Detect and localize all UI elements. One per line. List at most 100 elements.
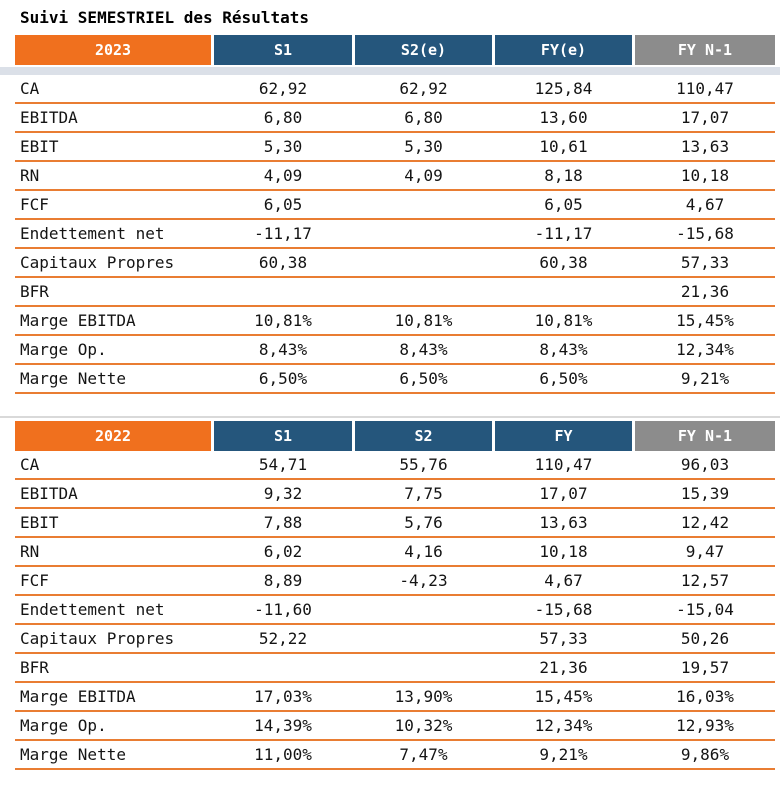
cell-value: 4,09	[263, 166, 303, 185]
table-row-marge-ebitda: Marge EBITDA 17,03% 13,90% 15,45% 16,03%	[15, 683, 775, 712]
cell-value: 17,07	[539, 484, 588, 503]
cell-value: -15,68	[534, 600, 593, 619]
cell-value: 15,45%	[534, 687, 593, 706]
cell-value: 6,50%	[258, 369, 308, 388]
cell-value: 4,09	[404, 166, 443, 185]
cell-value: 5,30	[263, 137, 303, 156]
table-row-ebit: EBIT 5,30 5,30 10,61 13,63	[15, 133, 775, 162]
cell-value: 10,81%	[394, 311, 453, 330]
cell-value: 6,50%	[539, 369, 588, 388]
cell-value: 16,03%	[676, 687, 734, 706]
cell-value: 7,88	[263, 513, 303, 532]
cell-value: 11,00%	[254, 745, 312, 764]
column-header-fy-n-1: FY N-1	[635, 421, 775, 451]
row-label: EBITDA	[20, 484, 78, 503]
year-header-cell: 2022	[15, 421, 211, 451]
year-header-cell: 2023	[15, 35, 211, 65]
row-label: Marge EBITDA	[20, 311, 136, 330]
table-row-ebitda: EBITDA 6,80 6,80 13,60 17,07	[15, 104, 775, 133]
cell-value: 17,03%	[254, 687, 312, 706]
cell-value: 7,75	[404, 484, 443, 503]
table-row-marge-nette: Marge Nette 6,50% 6,50% 6,50% 9,21%	[15, 365, 775, 394]
cell-value: 110,47	[534, 455, 593, 474]
cell-value: 10,81%	[254, 311, 312, 330]
cell-value: 96,03	[680, 455, 730, 474]
cell-value: 125,84	[534, 79, 593, 98]
row-label: Marge Nette	[20, 745, 126, 764]
cell-value: 4,67	[685, 195, 725, 214]
column-header-fy-n-1: FY N-1	[635, 35, 775, 65]
cell-value: 52,22	[258, 629, 308, 648]
cell-value: 62,92	[399, 79, 448, 98]
cell-value: 9,47	[685, 542, 725, 561]
cell-value: -11,60	[254, 600, 312, 619]
cell-value: 57,33	[539, 629, 588, 648]
table-row-capitaux-propres: Capitaux Propres 52,22 57,33 50,26	[15, 625, 775, 654]
table-header-row: 2023 S1 S2(e) FY(e) FY N-1	[15, 35, 775, 65]
freeze-pane-band	[0, 67, 780, 75]
cell-value: 6,02	[263, 542, 303, 561]
cell-value: 110,47	[676, 79, 734, 98]
row-label: Marge Op.	[20, 340, 107, 359]
cell-value: 8,43%	[399, 340, 448, 359]
table-row-bfr: BFR 21,36	[15, 278, 775, 307]
column-header-s2: S2	[355, 421, 492, 451]
cell-value: 4,16	[404, 542, 443, 561]
cell-value: 4,67	[544, 571, 583, 590]
table-row-ebitda: EBITDA 9,32 7,75 17,07 15,39	[15, 480, 775, 509]
cell-value: 6,80	[263, 108, 303, 127]
cell-value: 9,21%	[539, 745, 588, 764]
table-row-rn: RN 6,02 4,16 10,18 9,47	[15, 538, 775, 567]
row-label: RN	[20, 166, 40, 185]
cell-value: 5,30	[404, 137, 443, 156]
row-label: EBIT	[20, 137, 59, 156]
table-row-ca: CA 62,92 62,92 125,84 110,47	[15, 75, 775, 104]
cell-value: 62,92	[258, 79, 308, 98]
cell-value: 10,81%	[534, 311, 593, 330]
cell-value: 6,05	[263, 195, 303, 214]
row-label: CA	[20, 455, 40, 474]
cell-value: 60,38	[258, 253, 308, 272]
row-label: Marge Nette	[20, 369, 126, 388]
cell-value: 57,33	[680, 253, 730, 272]
column-header-fy-e: FY(e)	[495, 35, 632, 65]
table-row-ebit: EBIT 7,88 5,76 13,63 12,42	[15, 509, 775, 538]
cell-value: 14,39%	[254, 716, 312, 735]
cell-value: 9,86%	[680, 745, 730, 764]
table-row-marge-nette: Marge Nette 11,00% 7,47% 9,21% 9,86%	[15, 741, 775, 770]
table-header-row: 2022 S1 S2 FY FY N-1	[15, 421, 775, 451]
cell-value: 10,32%	[394, 716, 453, 735]
cell-value: 21,36	[680, 282, 730, 301]
table-row-endettement-net: Endettement net -11,60 -15,68 -15,04	[15, 596, 775, 625]
cell-value: -11,17	[254, 224, 312, 243]
page-title: Suivi SEMESTRIEL des Résultats	[20, 8, 309, 27]
row-label: Endettement net	[20, 224, 165, 243]
cell-value: 15,39	[680, 484, 730, 503]
row-label: FCF	[20, 571, 49, 590]
cell-value: 12,42	[680, 513, 730, 532]
tables-container: 2023 S1 S2(e) FY(e) FY N-1 CA 62,92 62,92 125,84…	[0, 35, 780, 770]
row-label: RN	[20, 542, 40, 561]
cell-value: 55,76	[399, 455, 448, 474]
cell-value: 13,60	[539, 108, 588, 127]
cell-value: -4,23	[399, 571, 448, 590]
separator-line	[0, 416, 780, 418]
cell-value: 60,38	[539, 253, 588, 272]
cell-value: -15,04	[676, 600, 734, 619]
cell-value: 9,21%	[680, 369, 730, 388]
cell-value: -11,17	[534, 224, 593, 243]
column-header-s1: S1	[214, 421, 352, 451]
row-label: Capitaux Propres	[20, 629, 175, 648]
cell-value: 8,43%	[539, 340, 588, 359]
row-label: BFR	[20, 658, 49, 677]
row-label: EBIT	[20, 513, 59, 532]
cell-value: 13,90%	[394, 687, 453, 706]
cell-value: 13,63	[680, 137, 730, 156]
column-header-s2-e: S2(e)	[355, 35, 492, 65]
results-table-2023: 2023 S1 S2(e) FY(e) FY N-1 CA 62,92 62,92 125,84…	[0, 35, 780, 394]
cell-value: 12,57	[680, 571, 730, 590]
report-page: Suivi SEMESTRIEL des Résultats 2023 S1 S2(…	[0, 8, 780, 770]
cell-value: 6,50%	[399, 369, 448, 388]
cell-value: 8,89	[263, 571, 303, 590]
cell-value: 7,47%	[399, 745, 448, 764]
